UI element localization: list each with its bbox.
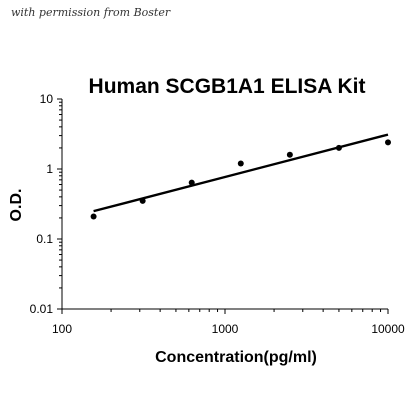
y-axis-ticks: 0.01 0.1 1 10 xyxy=(30,92,62,316)
data-point xyxy=(188,179,195,186)
data-point xyxy=(139,197,146,204)
data-point xyxy=(237,160,244,167)
x-tick-label: 10000 xyxy=(371,322,405,336)
y-tick-label: 1 xyxy=(46,162,53,176)
data-point xyxy=(90,213,97,220)
data-point xyxy=(286,151,293,158)
x-tick-label: 1000 xyxy=(212,322,239,336)
data-point xyxy=(385,139,391,146)
plot-area: 0.01 0.1 1 10 100 1000 10000 xyxy=(30,92,405,336)
chart-title: Human SCGB1A1 ELISA Kit xyxy=(89,75,366,98)
x-tick-label: 100 xyxy=(52,322,72,336)
data-points xyxy=(90,139,391,220)
data-point xyxy=(335,144,342,151)
watermark-text: with permission from Boster xyxy=(11,6,171,19)
y-axis-title: O.D. xyxy=(8,189,25,222)
y-tick-label: 0.1 xyxy=(36,232,53,246)
fit-line xyxy=(93,133,389,213)
x-axis-ticks: 100 1000 10000 xyxy=(52,309,405,336)
x-axis-title: Concentration(pg/ml) xyxy=(155,349,317,366)
y-tick-label: 10 xyxy=(40,92,54,106)
y-tick-label: 0.01 xyxy=(30,302,54,316)
